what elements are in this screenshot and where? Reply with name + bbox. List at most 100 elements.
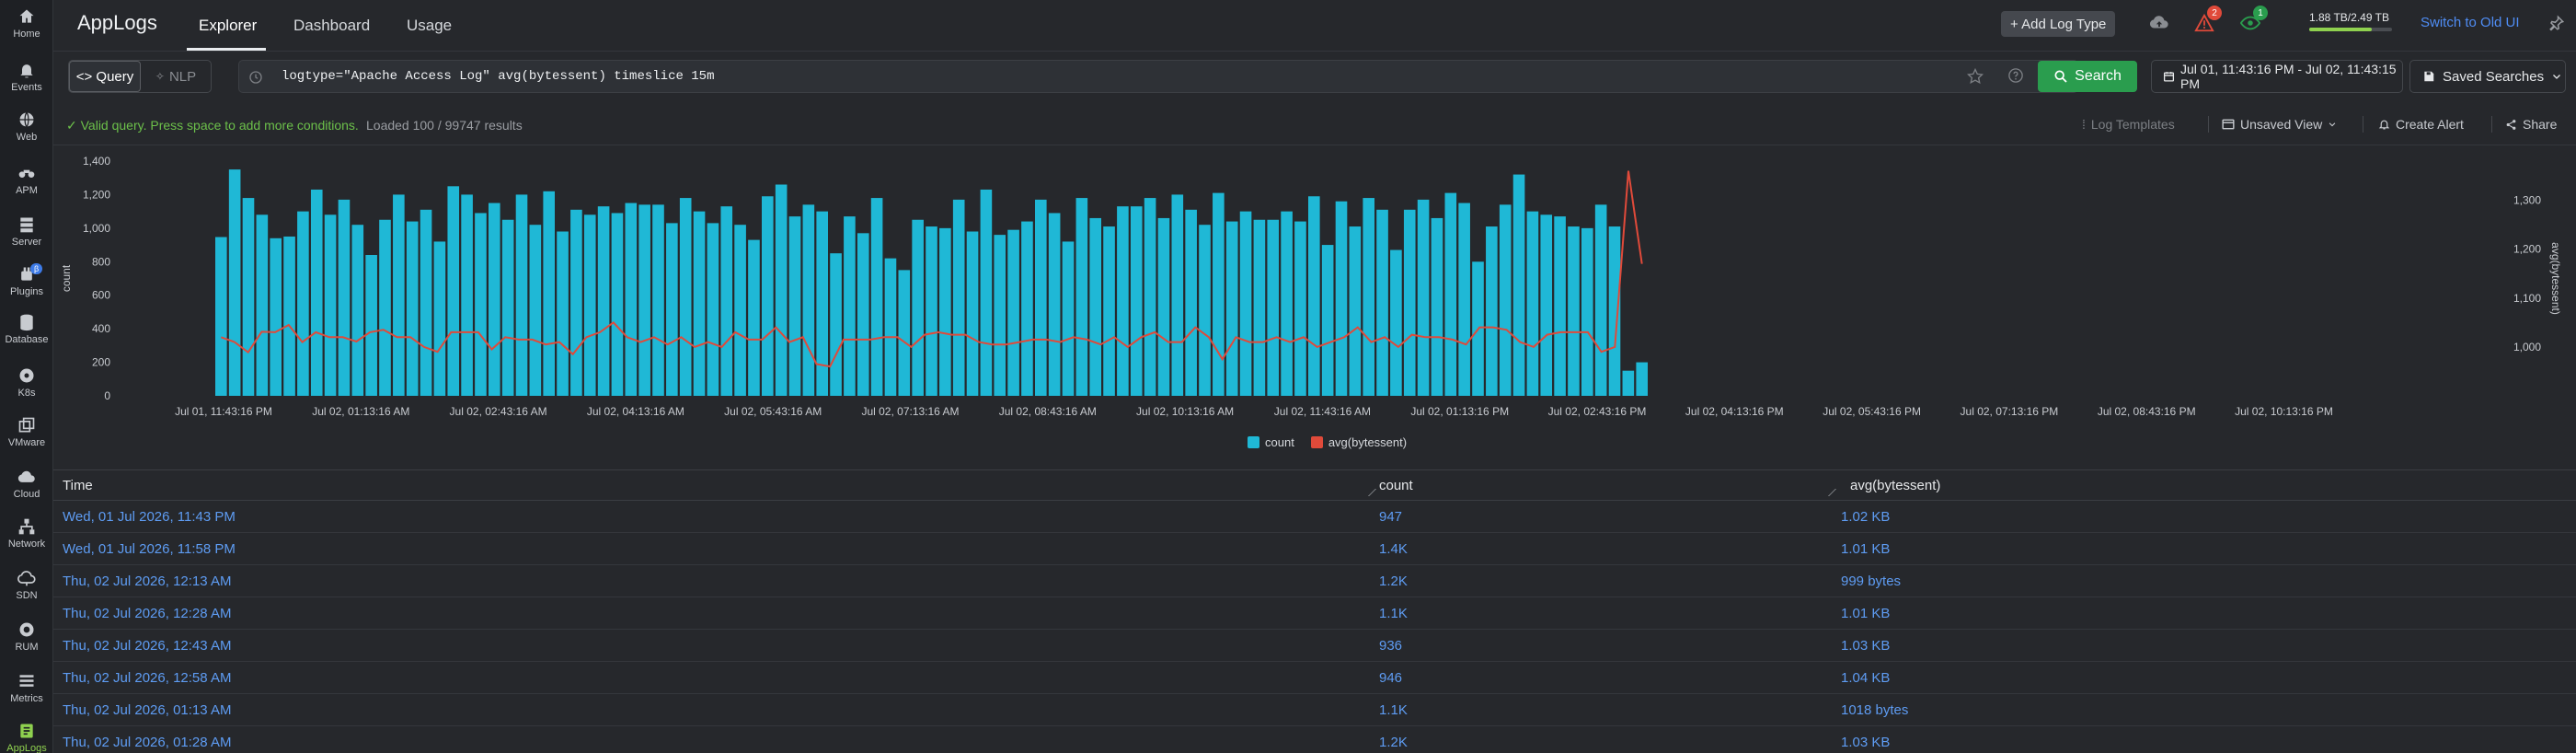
sidebar-item-sdn[interactable]: SDN [0, 562, 53, 608]
sidebar-item-label: SDN [16, 589, 38, 601]
left-sidebar: Home Events Web APM Server Plugins β Database K8… [0, 0, 53, 753]
sidebar-item-apm[interactable]: APM [0, 156, 53, 203]
cell-time[interactable]: Thu, 02 Jul 2026, 12:43 AM [63, 638, 232, 654]
cell-count[interactable]: 1.4K [1379, 541, 1408, 557]
rum-icon [19, 622, 34, 636]
star-icon[interactable] [1966, 67, 1984, 87]
nlp-mode-button[interactable]: ✧ NLP [141, 61, 211, 92]
server-icon [20, 217, 33, 232]
eye-icon[interactable]: 1 [2239, 6, 2268, 37]
y2-axis-label: avg(bytessent) [2549, 242, 2562, 315]
cell-time[interactable]: Thu, 02 Jul 2026, 01:28 AM [63, 735, 232, 750]
bar-count [611, 213, 624, 396]
saved-searches-dropdown[interactable]: Saved Searches [2409, 60, 2566, 93]
log-templates-button[interactable]: ⁞ Log Templates [2082, 117, 2175, 132]
x-tick-label: Jul 02, 07:13:16 AM [861, 405, 959, 418]
search-button[interactable]: Search [2038, 61, 2137, 92]
cell-count[interactable]: 1.1K [1379, 606, 1408, 621]
cell-time[interactable]: Thu, 02 Jul 2026, 01:13 AM [63, 702, 232, 718]
table-row[interactable]: Wed, 01 Jul 2026, 11:58 PM 1.4K 1.01 KB [53, 533, 2576, 565]
query-input[interactable]: logtype="Apache Access Log" avg(bytessen… [238, 60, 2078, 93]
sidebar-item-metrics[interactable]: Metrics [0, 665, 53, 711]
sidebar-item-server[interactable]: Server [0, 208, 53, 254]
alert-triangle-icon[interactable]: 2 [2194, 6, 2222, 37]
cell-avg-bytessent[interactable]: 1.01 KB [1841, 541, 1891, 557]
bar-count [1636, 362, 1648, 396]
pin-icon[interactable] [2548, 15, 2565, 34]
bar-count [1144, 198, 1156, 396]
column-resize-handle[interactable] [1822, 489, 1836, 496]
query-mode-button[interactable]: <> Query [69, 61, 141, 92]
bar-count [447, 186, 460, 396]
sidebar-item-applogs[interactable]: AppLogs [0, 714, 53, 753]
create-alert-button[interactable]: Create Alert [2378, 117, 2464, 132]
cell-count[interactable]: 1.1K [1379, 702, 1408, 718]
cell-avg-bytessent[interactable]: 1.03 KB [1841, 735, 1891, 750]
sidebar-item-label: AppLogs [6, 742, 47, 753]
cell-avg-bytessent[interactable]: 1.01 KB [1841, 606, 1891, 621]
k8s-icon [19, 368, 34, 382]
cell-time[interactable]: Wed, 01 Jul 2026, 11:43 PM [63, 509, 236, 525]
bar-count [557, 231, 569, 396]
unsaved-view-dropdown[interactable]: Unsaved View [2222, 117, 2337, 132]
cell-avg-bytessent[interactable]: 1018 bytes [1841, 702, 1909, 718]
tab-dashboard[interactable]: Dashboard [293, 17, 371, 34]
cell-count[interactable]: 1.2K [1379, 573, 1408, 589]
cell-avg-bytessent[interactable]: 1.02 KB [1841, 509, 1891, 525]
valid-query-text: Valid query. Press space to add more con… [80, 118, 359, 133]
table-row[interactable]: Thu, 02 Jul 2026, 12:13 AM 1.2K 999 bytes [53, 565, 2576, 597]
column-header-time[interactable]: Time [63, 478, 93, 493]
table-row[interactable]: Wed, 01 Jul 2026, 11:43 PM 947 1.02 KB [53, 501, 2576, 533]
y2-tick-label: 1,200 [2513, 243, 2541, 256]
column-header-count[interactable]: count [1379, 478, 1413, 493]
bar-count [1512, 174, 1525, 396]
help-icon[interactable] [2007, 67, 2024, 87]
cell-avg-bytessent[interactable]: 1.03 KB [1841, 638, 1891, 654]
sidebar-item-home[interactable]: Home [0, 0, 53, 46]
cell-time[interactable]: Thu, 02 Jul 2026, 12:13 AM [63, 573, 232, 589]
switch-to-old-ui-link[interactable]: Switch to Old UI [2421, 15, 2520, 30]
cell-time[interactable]: Thu, 02 Jul 2026, 12:28 AM [63, 606, 232, 621]
cloud-upload-icon[interactable] [2149, 13, 2173, 37]
sidebar-item-cloud[interactable]: Cloud [0, 460, 53, 506]
cell-count[interactable]: 947 [1379, 509, 1403, 525]
cell-avg-bytessent[interactable]: 1.04 KB [1841, 670, 1891, 686]
cell-count[interactable]: 936 [1379, 638, 1403, 654]
tab-explorer[interactable]: Explorer [199, 17, 258, 34]
sidebar-item-web[interactable]: Web [0, 103, 53, 149]
sidebar-item-vmware[interactable]: VMware [0, 409, 53, 455]
cell-avg-bytessent[interactable]: 999 bytes [1841, 573, 1902, 589]
table-row[interactable]: Thu, 02 Jul 2026, 01:28 AM 1.2K 1.03 KB [53, 726, 2576, 753]
column-header-avg-bytessent[interactable]: avg(bytessent) [1850, 478, 1941, 493]
bar-count [1035, 199, 1047, 396]
y-tick-label: 200 [92, 356, 110, 369]
add-log-type-button[interactable]: + Add Log Type [2001, 11, 2116, 37]
cell-time[interactable]: Wed, 01 Jul 2026, 11:58 PM [63, 541, 236, 557]
cell-time[interactable]: Thu, 02 Jul 2026, 12:58 AM [63, 670, 232, 686]
table-row[interactable]: Thu, 02 Jul 2026, 12:58 AM 946 1.04 KB [53, 662, 2576, 694]
history-icon[interactable] [248, 70, 263, 87]
sidebar-item-events[interactable]: Events [0, 53, 53, 99]
bar-count [1089, 217, 1101, 396]
sidebar-item-rum[interactable]: RUM [0, 613, 53, 659]
share-button[interactable]: Share [2505, 117, 2557, 132]
bar-count [515, 194, 528, 396]
date-range-picker[interactable]: Jul 01, 11:43:16 PM - Jul 02, 11:43:15 P… [2151, 60, 2403, 93]
column-resize-handle[interactable] [1362, 489, 1376, 496]
cell-count[interactable]: 1.2K [1379, 735, 1408, 750]
sidebar-item-plugins[interactable]: Plugins β [0, 258, 53, 304]
sidebar-item-network[interactable]: Network [0, 510, 53, 556]
tab-usage[interactable]: Usage [407, 17, 453, 34]
y2-tick-label: 1,300 [2513, 194, 2541, 207]
legend-item-avg[interactable]: avg(bytessent) [1310, 435, 1407, 449]
table-row[interactable]: Thu, 02 Jul 2026, 01:13 AM 1.1K 1018 bytes [53, 694, 2576, 726]
sidebar-item-k8s[interactable]: K8s [0, 359, 53, 405]
bell-icon [2378, 120, 2390, 130]
cell-count[interactable]: 946 [1379, 670, 1403, 686]
legend-swatch-count [1248, 436, 1259, 448]
legend-item-count[interactable]: count [1248, 435, 1294, 449]
sidebar-item-database[interactable]: Database [0, 306, 53, 352]
table-row[interactable]: Thu, 02 Jul 2026, 12:43 AM 936 1.03 KB [53, 630, 2576, 662]
bar-count [475, 213, 487, 396]
table-row[interactable]: Thu, 02 Jul 2026, 12:28 AM 1.1K 1.01 KB [53, 597, 2576, 630]
